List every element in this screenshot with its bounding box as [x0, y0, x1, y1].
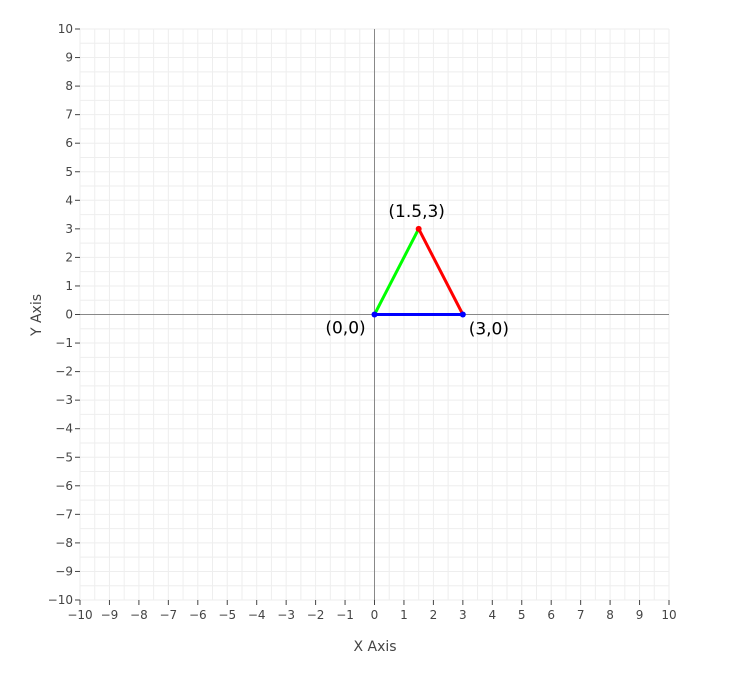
vertex-point — [371, 311, 378, 318]
y-tick-label: 5 — [65, 165, 73, 179]
x-tick-label: 2 — [430, 608, 438, 622]
y-tick-label: 6 — [65, 136, 73, 150]
y-tick-label: 4 — [65, 193, 73, 207]
x-tick-label: −4 — [248, 608, 266, 622]
x-tick-label: −9 — [101, 608, 119, 622]
y-tick-label: 7 — [65, 108, 73, 122]
y-tick-label: −9 — [55, 564, 73, 578]
x-tick-label: 8 — [606, 608, 614, 622]
y-tick-label: 3 — [65, 222, 73, 236]
x-tick-label: 1 — [400, 608, 408, 622]
x-tick-label: −10 — [67, 608, 92, 622]
x-tick-label: −2 — [307, 608, 325, 622]
x-tick-label: −8 — [130, 608, 148, 622]
y-tick-label: 0 — [65, 308, 73, 322]
vertex-label: (1.5,3) — [388, 202, 445, 222]
x-tick-label: 4 — [488, 608, 496, 622]
y-tick-label: 10 — [58, 22, 73, 36]
x-tick-label: 5 — [518, 608, 526, 622]
y-tick-label: −2 — [55, 365, 73, 379]
tick-marks: −10 −9 −8 −7 −6 −5 −4 −3 −2 −1 0 1 2 3 4 5 6 7 8 9 10−10−9−8… — [48, 22, 677, 622]
y-tick-label: 1 — [65, 279, 73, 293]
x-tick-label: 9 — [636, 608, 644, 622]
y-tick-label: −1 — [55, 336, 73, 350]
vertex-label: (0,0) — [325, 319, 365, 339]
vertex-point — [459, 311, 466, 318]
x-tick-label: 7 — [577, 608, 585, 622]
y-tick-label: −3 — [55, 393, 73, 407]
annotations: (0,0) (1.5,3) (3,0) — [325, 202, 509, 340]
x-tick-label: −7 — [159, 608, 177, 622]
y-tick-label: −7 — [55, 507, 73, 521]
y-tick-label: 8 — [65, 79, 73, 93]
y-tick-label: −8 — [55, 536, 73, 550]
series-lines — [373, 227, 465, 316]
y-tick-label: 9 — [65, 51, 73, 65]
x-tick-label: −1 — [336, 608, 354, 622]
y-axis-title: Y Axis — [29, 294, 45, 337]
data-points — [371, 225, 466, 318]
x-tick-label: −3 — [277, 608, 295, 622]
vertex-label: (3,0) — [469, 320, 509, 340]
x-tick-label: 0 — [371, 608, 379, 622]
y-tick-label: 2 — [65, 250, 73, 264]
x-axis-title: X Axis — [353, 639, 396, 655]
y-tick-label: −4 — [55, 422, 73, 436]
y-tick-label: −10 — [48, 593, 73, 607]
x-tick-label: 10 — [661, 608, 676, 622]
y-tick-label: −5 — [55, 450, 73, 464]
vertex-point — [415, 225, 422, 232]
series-line-2 — [417, 227, 465, 316]
x-tick-label: 3 — [459, 608, 467, 622]
y-tick-label: −6 — [55, 479, 73, 493]
x-tick-label: −6 — [189, 608, 207, 622]
x-tick-label: −5 — [218, 608, 236, 622]
x-tick-label: 6 — [547, 608, 555, 622]
series-line-1 — [373, 227, 421, 316]
